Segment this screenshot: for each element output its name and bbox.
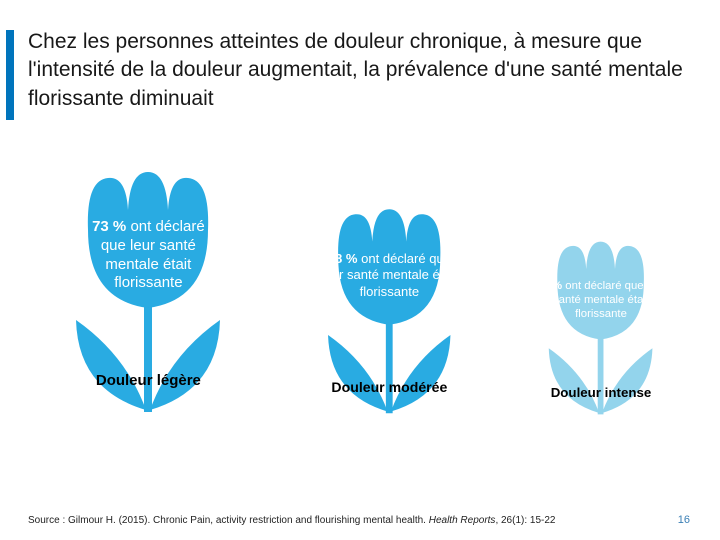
tulips-row: 73 % ont déclaré que leur santé mentale … xyxy=(0,150,720,460)
source-journal: Health Reports xyxy=(429,515,496,526)
source-prefix: Source : Gilmour H. (2015). Chronic Pain… xyxy=(28,515,429,526)
tulip-label: Douleur légère xyxy=(43,372,253,389)
tulip-stat-text: 59 % ont déclaré que leur santé mentale … xyxy=(531,279,671,322)
tulip-stat-text: 73 % ont déclaré que leur santé mentale … xyxy=(78,218,218,293)
tulip-stat-text: 68 % ont déclaré que leur santé mentale … xyxy=(319,251,459,300)
slide-title: Chez les personnes atteintes de douleur … xyxy=(28,28,692,113)
source-suffix: , 26(1): 15-22 xyxy=(495,515,555,526)
tulip-1: 68 % ont déclaré que leur santé mentale … xyxy=(300,199,479,460)
source-citation: Source : Gilmour H. (2015). Chronic Pain… xyxy=(28,515,555,526)
accent-bar xyxy=(6,30,14,120)
tulip-percent: 73 % xyxy=(92,218,126,235)
tulip-2: 59 % ont déclaré que leur santé mentale … xyxy=(525,233,676,460)
page-number: 16 xyxy=(678,514,690,526)
slide: Chez les personnes atteintes de douleur … xyxy=(0,0,720,540)
tulip-label: Douleur intense xyxy=(525,385,676,400)
tulip-percent: 68 % xyxy=(328,251,358,266)
tulip-label: Douleur modérée xyxy=(300,379,479,395)
tulip-0: 73 % ont déclaré que leur santé mentale … xyxy=(43,160,253,460)
tulip-stat-rest: ont déclaré que leur santé mentale était… xyxy=(553,280,666,320)
tulip-percent: 59 % xyxy=(536,280,562,292)
